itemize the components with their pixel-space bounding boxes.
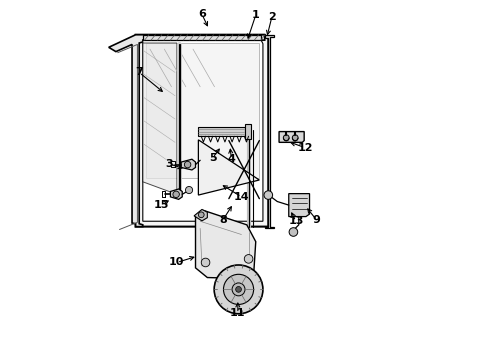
- Text: 2: 2: [268, 12, 276, 22]
- Circle shape: [223, 274, 254, 305]
- Circle shape: [245, 255, 253, 263]
- Text: 14: 14: [234, 192, 249, 202]
- Polygon shape: [196, 211, 256, 279]
- Text: 13: 13: [288, 216, 304, 226]
- Text: 4: 4: [227, 154, 235, 164]
- Polygon shape: [181, 159, 196, 170]
- Text: 7: 7: [135, 67, 143, 77]
- Polygon shape: [143, 35, 261, 40]
- Polygon shape: [171, 189, 182, 199]
- Polygon shape: [197, 127, 245, 136]
- Polygon shape: [143, 43, 177, 194]
- Circle shape: [236, 287, 242, 292]
- Polygon shape: [136, 35, 269, 226]
- Text: 1: 1: [252, 10, 260, 20]
- Circle shape: [283, 135, 289, 140]
- Text: 15: 15: [154, 200, 170, 210]
- Text: 3: 3: [165, 159, 173, 169]
- Circle shape: [198, 212, 204, 218]
- Circle shape: [293, 135, 298, 140]
- Circle shape: [201, 258, 210, 267]
- Polygon shape: [109, 35, 265, 226]
- Text: 5: 5: [209, 153, 217, 163]
- Polygon shape: [194, 210, 207, 221]
- Circle shape: [186, 186, 193, 194]
- Polygon shape: [143, 40, 263, 221]
- Polygon shape: [279, 132, 304, 142]
- Circle shape: [289, 228, 298, 236]
- Text: 8: 8: [219, 215, 227, 225]
- Polygon shape: [289, 194, 310, 217]
- Polygon shape: [147, 43, 259, 178]
- Circle shape: [184, 161, 191, 168]
- Circle shape: [232, 283, 245, 296]
- Text: 11: 11: [230, 309, 245, 318]
- Polygon shape: [265, 35, 274, 228]
- Circle shape: [264, 191, 272, 199]
- Polygon shape: [245, 124, 251, 139]
- Polygon shape: [198, 140, 259, 195]
- Text: 9: 9: [313, 215, 320, 225]
- Text: 10: 10: [169, 257, 185, 267]
- Text: 6: 6: [198, 9, 206, 19]
- Text: 12: 12: [297, 143, 313, 153]
- Circle shape: [214, 265, 263, 314]
- Circle shape: [173, 191, 179, 198]
